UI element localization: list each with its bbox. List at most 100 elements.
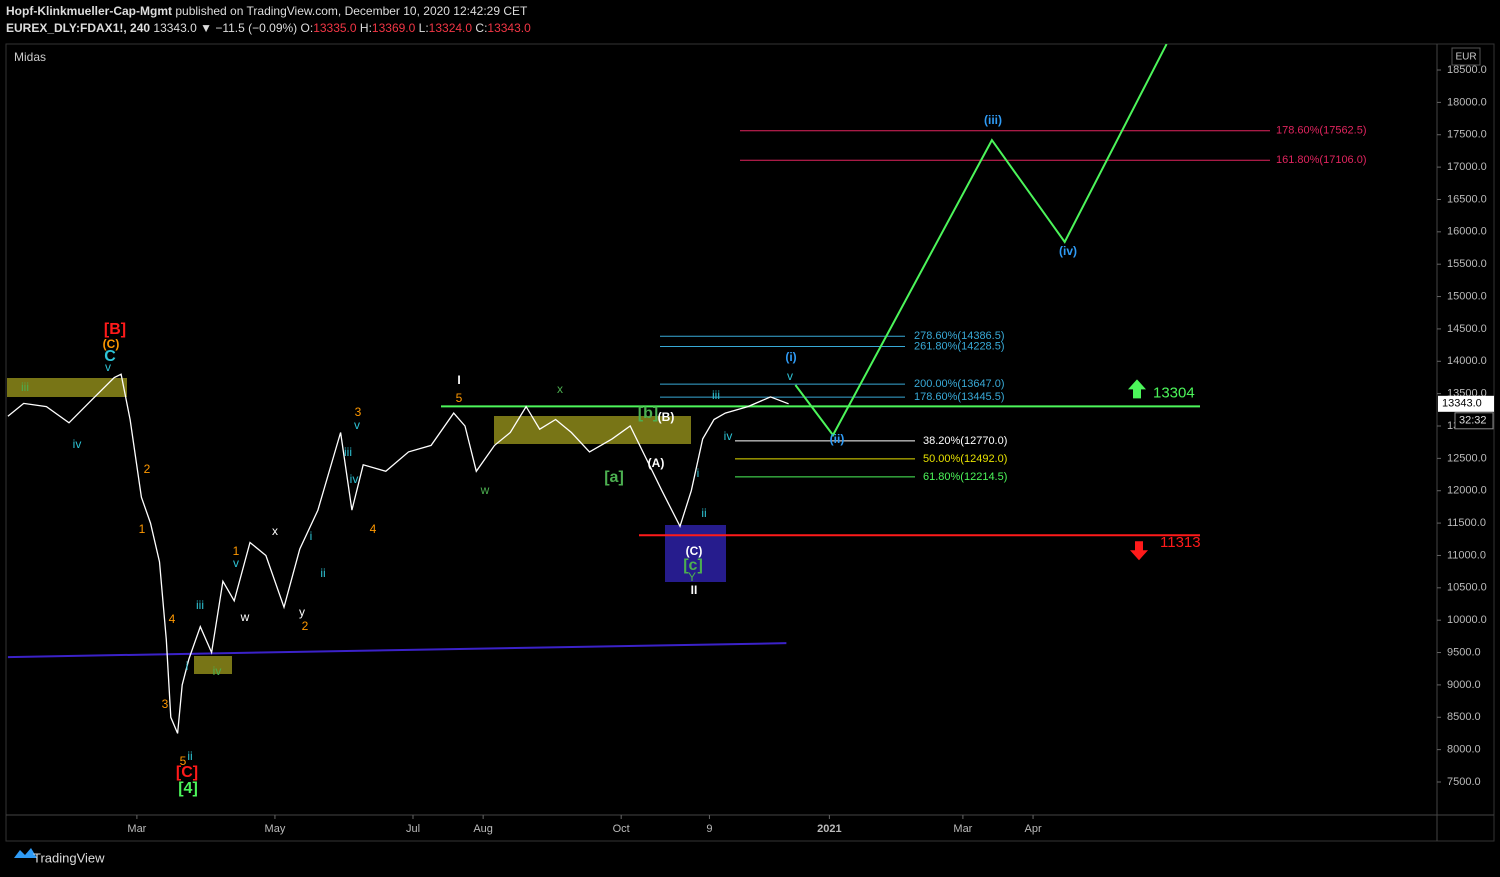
wave-label: ii: [187, 749, 192, 763]
symbol-line: EUREX_DLY:FDAX1!, 240 13343.0 ▼ −11.5 (−…: [6, 21, 531, 35]
high: 13369.0: [372, 21, 416, 35]
wave-label: iii: [344, 445, 352, 459]
frame: [5, 43, 1495, 842]
countdown: 32:32: [1459, 415, 1487, 427]
y-tick-label: 8000.0: [1447, 744, 1481, 756]
fib-label: 50.00%(12492.0): [923, 453, 1007, 465]
wave-label: x: [557, 382, 563, 396]
last: 13343.0: [153, 21, 197, 35]
low: 13324.0: [429, 21, 473, 35]
wave-label: iv: [213, 664, 222, 678]
x-tick-label: Apr: [1024, 823, 1041, 835]
y-tick-label: 15000.0: [1447, 290, 1487, 302]
price-line: [7, 373, 789, 734]
arrow: [1128, 379, 1146, 399]
price-tag: [1438, 395, 1494, 412]
change: ▼ −11.5 (−0.09%): [200, 21, 297, 35]
fib-label: 278.60%(14386.5): [914, 330, 1005, 342]
fib-label: 200.00%(13647.0): [914, 378, 1005, 390]
x-tick-label: Jul: [406, 823, 420, 835]
wave-label: iv: [724, 429, 733, 443]
fib-label: 61.80%(12214.5): [923, 471, 1007, 483]
fib-label: 178.60%(13445.5): [914, 391, 1005, 403]
wave-label: 1: [139, 522, 146, 536]
arrow: [1130, 541, 1148, 561]
x-tick-label: 2021: [817, 823, 841, 835]
study-label: Midas: [14, 50, 46, 64]
y-tick-label: 10000.0: [1447, 614, 1487, 626]
wave-label: x: [272, 524, 278, 538]
y-tick-label: 14000.0: [1447, 355, 1487, 367]
plot: [7, 44, 1270, 734]
h-label: H:: [360, 21, 372, 35]
y-tick-label: 18500.0: [1447, 64, 1487, 76]
wave-label: i: [186, 659, 189, 673]
price-tag-label: 13343.0: [1442, 398, 1482, 410]
y-tick-label: 15500.0: [1447, 258, 1487, 270]
published: published on TradingView.com, December 1…: [175, 4, 528, 18]
y-tick-label: 9000.0: [1447, 679, 1481, 691]
wave-label: [c]: [683, 557, 703, 574]
wave-label: (A): [648, 456, 665, 470]
y-tick-label: 16500.0: [1447, 193, 1487, 205]
y-tick-label: 17500.0: [1447, 129, 1487, 141]
wave-label: [C]: [176, 764, 198, 781]
o-label: O:: [301, 21, 314, 35]
wave-label: 1: [233, 544, 240, 558]
wave-label: (B): [658, 410, 675, 424]
wave-label: (C): [686, 544, 703, 558]
wave-label: 4: [169, 612, 176, 626]
y-tick-label: 10500.0: [1447, 582, 1487, 594]
wave-label: 2: [144, 462, 151, 476]
wave-label: iv: [350, 472, 359, 486]
wave-label: [b]: [638, 405, 658, 422]
wave-label: I: [457, 373, 460, 387]
y-tick-label: 7500.0: [1447, 776, 1481, 788]
wave-label: v: [233, 556, 239, 570]
wave-label: i: [310, 529, 313, 543]
wave-label: (ii): [830, 432, 845, 446]
wave-label: iii: [196, 598, 204, 612]
wave-label: iv: [73, 437, 82, 451]
wave-label: i: [697, 466, 700, 480]
wave-label: ii: [320, 566, 325, 580]
key-level-label: 13304: [1153, 384, 1195, 401]
wave-label: 3: [162, 697, 169, 711]
wave-label: 3: [355, 405, 362, 419]
wave-label: (C): [103, 337, 120, 351]
y-tick-label: 8500.0: [1447, 711, 1481, 723]
open: 13335.0: [313, 21, 357, 35]
wave-label: w: [480, 483, 490, 497]
l-label: L:: [419, 21, 429, 35]
y-tick-label: 12500.0: [1447, 452, 1487, 464]
wave-label: C: [104, 348, 116, 365]
trendline: [7, 642, 787, 659]
close: 13343.0: [487, 21, 531, 35]
x-tick-label: Mar: [953, 823, 972, 835]
currency: EUR: [1455, 52, 1476, 63]
fib-label: 261.80%(14228.5): [914, 340, 1005, 352]
x-tick-label: May: [265, 823, 286, 835]
y-tick-label: 14500.0: [1447, 323, 1487, 335]
wave-label: (iii): [984, 113, 1002, 127]
wave-label: (iv): [1059, 244, 1077, 258]
symbol: EUREX_DLY:FDAX1!, 240: [6, 21, 150, 35]
fib-label: 178.60%(17562.5): [1276, 125, 1367, 137]
y-tick-label: 18000.0: [1447, 96, 1487, 108]
currency-box: [1451, 47, 1481, 66]
x-tick-label: 9: [706, 823, 712, 835]
y-tick-label: 12000.0: [1447, 485, 1487, 497]
wave-label: [a]: [604, 469, 624, 486]
zone: [7, 378, 127, 397]
zone: [494, 416, 691, 444]
x-tick-label: Aug: [473, 823, 493, 835]
projection-line: [794, 44, 1168, 437]
header-line: Hopf-Klinkmueller-Cap-Mgmt published on …: [6, 4, 528, 18]
wave-label: v: [105, 360, 111, 374]
fib-label: 38.20%(12770.0): [923, 435, 1007, 447]
wave-label: 5: [456, 391, 463, 405]
wave-label: Y: [688, 570, 696, 584]
key-level-label: 11313: [1160, 534, 1201, 551]
